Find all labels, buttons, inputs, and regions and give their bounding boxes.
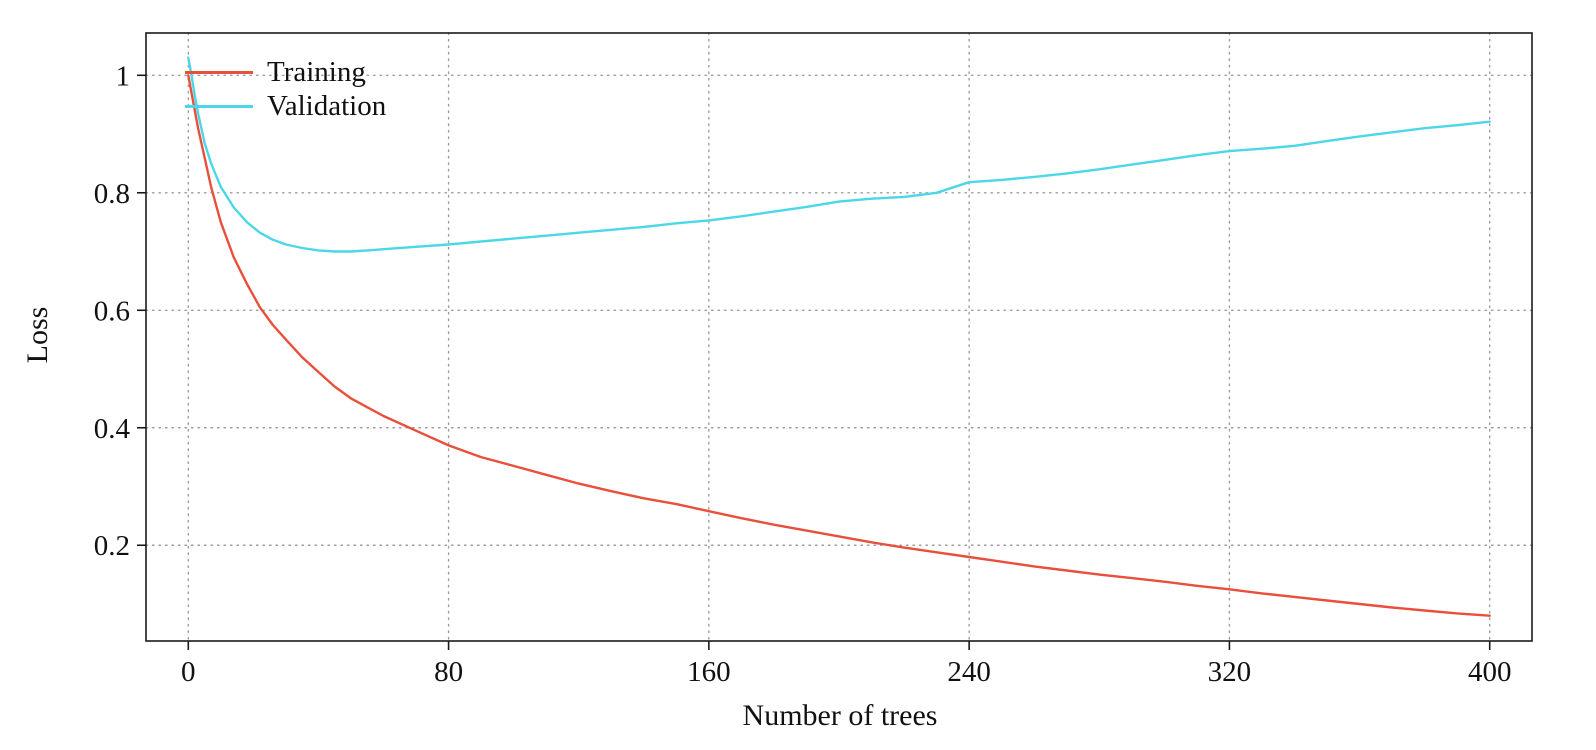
legend-label-validation: Validation — [267, 89, 387, 122]
y-axis-title: Loss — [21, 306, 54, 364]
x-axis-title: Number of trees — [742, 699, 938, 732]
y-tick-label: 0.2 — [94, 530, 130, 562]
y-tick-label: 0.4 — [94, 413, 131, 445]
y-tick-label: 1 — [116, 60, 131, 92]
legend: Training Validation — [185, 57, 386, 121]
training-line — [187, 74, 1491, 617]
x-tick-label: 240 — [947, 656, 991, 688]
validation-line — [187, 56, 1491, 253]
plot-border — [145, 32, 1533, 642]
x-tick-label: 400 — [1468, 656, 1512, 688]
x-tick-label: 80 — [434, 656, 463, 688]
y-tick-label: 0.8 — [94, 178, 130, 210]
x-tick-label: 160 — [687, 656, 731, 688]
training-line-swatch — [185, 70, 253, 74]
x-tick-label: 320 — [1208, 656, 1252, 688]
legend-label-training: Training — [267, 55, 366, 88]
legend-item-validation: Validation — [185, 91, 386, 121]
x-tick-label: 0 — [181, 656, 196, 688]
legend-item-training: Training — [185, 57, 386, 87]
y-tick-label: 0.6 — [94, 295, 130, 327]
validation-line-swatch — [185, 104, 253, 108]
